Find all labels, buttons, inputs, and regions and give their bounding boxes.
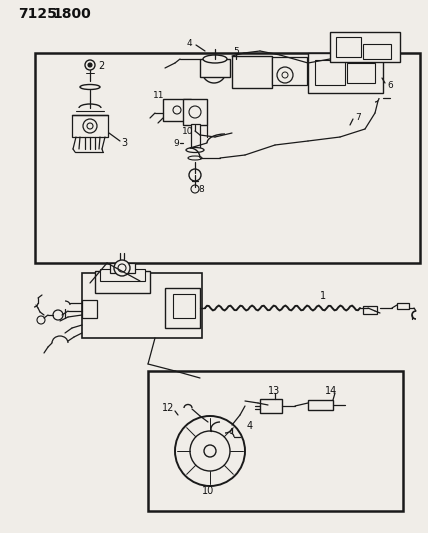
Circle shape bbox=[175, 416, 245, 486]
Bar bbox=[148, 371, 403, 511]
Bar bbox=[397, 303, 409, 309]
Ellipse shape bbox=[186, 148, 204, 152]
Bar bbox=[110, 263, 135, 273]
Bar bbox=[232, 56, 272, 88]
Bar bbox=[260, 399, 282, 413]
Circle shape bbox=[114, 260, 130, 276]
Bar bbox=[173, 294, 195, 318]
Text: 1800: 1800 bbox=[52, 7, 91, 21]
Text: 9: 9 bbox=[173, 139, 179, 148]
Bar bbox=[72, 115, 108, 137]
Text: 8: 8 bbox=[198, 184, 204, 193]
Text: 3: 3 bbox=[121, 138, 127, 148]
Bar bbox=[35, 53, 420, 263]
Text: 4: 4 bbox=[187, 38, 193, 47]
Bar bbox=[336, 37, 361, 57]
Bar bbox=[82, 300, 97, 318]
Bar bbox=[363, 306, 377, 314]
Circle shape bbox=[87, 123, 93, 129]
Circle shape bbox=[83, 119, 97, 133]
Circle shape bbox=[190, 431, 230, 471]
Ellipse shape bbox=[188, 156, 202, 160]
Bar bbox=[308, 53, 383, 93]
Bar bbox=[272, 57, 307, 85]
Circle shape bbox=[189, 169, 201, 181]
Ellipse shape bbox=[203, 55, 227, 63]
Bar bbox=[347, 63, 375, 83]
Circle shape bbox=[118, 264, 126, 272]
Circle shape bbox=[204, 445, 216, 457]
Circle shape bbox=[53, 310, 63, 320]
Bar bbox=[163, 99, 191, 121]
Text: 7: 7 bbox=[355, 114, 361, 123]
Circle shape bbox=[202, 59, 226, 83]
Text: 10: 10 bbox=[202, 486, 214, 496]
Text: 1: 1 bbox=[320, 291, 326, 301]
Bar bbox=[308, 400, 333, 410]
Bar bbox=[315, 60, 345, 85]
Bar bbox=[165, 288, 200, 328]
Text: 6: 6 bbox=[387, 80, 393, 90]
Bar bbox=[200, 59, 230, 77]
Circle shape bbox=[37, 316, 45, 324]
Bar bbox=[191, 124, 200, 150]
Text: 14: 14 bbox=[325, 386, 337, 396]
Text: 11: 11 bbox=[153, 91, 164, 100]
Text: 5: 5 bbox=[233, 46, 239, 55]
Bar bbox=[363, 44, 391, 59]
Ellipse shape bbox=[80, 85, 100, 90]
Text: 2: 2 bbox=[98, 61, 104, 71]
Circle shape bbox=[85, 60, 95, 70]
Bar bbox=[95, 271, 150, 293]
Bar bbox=[183, 99, 207, 125]
Text: 12: 12 bbox=[162, 403, 174, 413]
Circle shape bbox=[88, 63, 92, 67]
Bar bbox=[82, 273, 202, 338]
Text: 7125: 7125 bbox=[18, 7, 57, 21]
Text: 10: 10 bbox=[182, 126, 193, 135]
Text: 4: 4 bbox=[247, 421, 253, 431]
Text: 13: 13 bbox=[268, 386, 280, 396]
Bar bbox=[330, 32, 400, 62]
Bar bbox=[100, 269, 145, 281]
